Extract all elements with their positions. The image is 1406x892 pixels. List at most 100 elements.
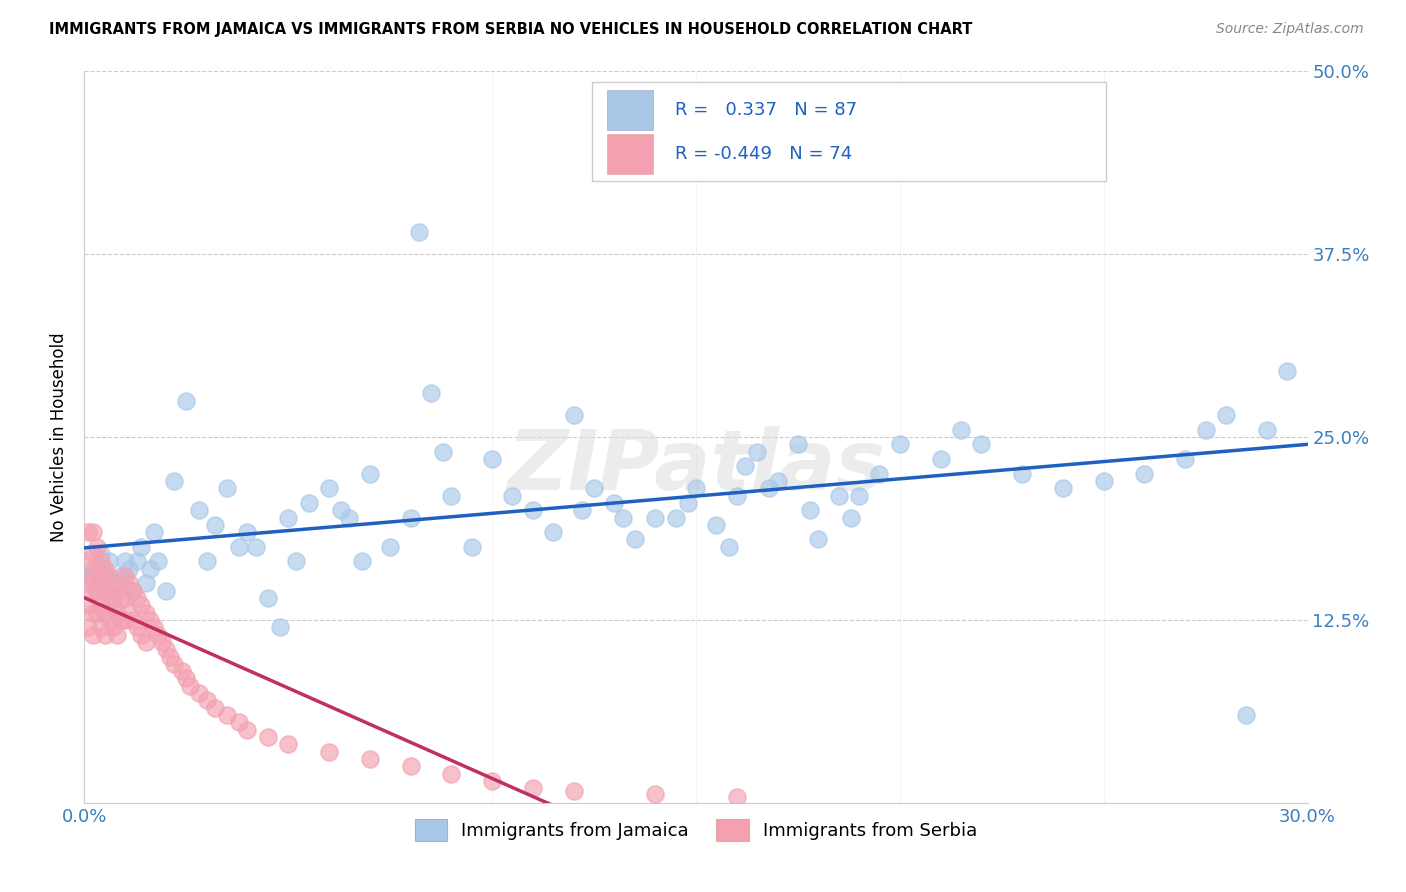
Point <box>603 496 626 510</box>
Point <box>131 599 153 613</box>
Point <box>101 599 124 613</box>
Point <box>82 525 104 540</box>
Point <box>122 583 145 598</box>
Point <box>77 620 100 634</box>
Point <box>135 635 157 649</box>
Point <box>217 708 239 723</box>
Point <box>1011 467 1033 481</box>
Point <box>86 606 108 620</box>
Point <box>1052 481 1074 495</box>
Point <box>1215 408 1237 422</box>
Point <box>97 613 120 627</box>
Point <box>950 423 973 437</box>
Point <box>929 452 952 467</box>
Point <box>644 787 666 801</box>
Point <box>105 606 128 620</box>
Point <box>90 576 112 591</box>
Point <box>869 467 891 481</box>
Point <box>127 620 149 634</box>
Point <box>105 576 128 591</box>
Point <box>725 489 748 503</box>
Point <box>758 481 780 495</box>
Point <box>195 554 218 568</box>
Point <box>245 540 267 554</box>
Point <box>269 620 291 634</box>
Point <box>101 620 124 634</box>
Point <box>562 784 585 798</box>
Point <box>432 444 454 458</box>
Point <box>706 517 728 532</box>
Point <box>1133 467 1156 481</box>
Point <box>82 569 104 583</box>
Point <box>127 591 149 605</box>
Y-axis label: No Vehicles in Household: No Vehicles in Household <box>51 332 69 542</box>
Point <box>204 700 226 714</box>
Point <box>318 745 340 759</box>
Point <box>97 591 120 605</box>
Point <box>93 562 115 576</box>
Point <box>135 606 157 620</box>
Point <box>118 576 141 591</box>
Point <box>90 554 112 568</box>
FancyBboxPatch shape <box>606 90 654 130</box>
Point <box>562 408 585 422</box>
Point <box>93 583 115 598</box>
Point <box>502 489 524 503</box>
Point <box>380 540 402 554</box>
Point <box>807 533 830 547</box>
Point <box>481 773 503 788</box>
Point <box>676 496 699 510</box>
Point <box>583 481 606 495</box>
Point <box>93 569 115 583</box>
Point <box>257 591 280 605</box>
Point <box>146 627 169 641</box>
Point <box>138 562 160 576</box>
Point <box>1236 708 1258 723</box>
Point <box>420 386 443 401</box>
FancyBboxPatch shape <box>606 134 654 174</box>
Point <box>131 540 153 554</box>
Point <box>298 496 321 510</box>
Point <box>90 620 112 634</box>
Point <box>122 613 145 627</box>
Point <box>163 657 186 671</box>
Point <box>799 503 821 517</box>
Point <box>114 554 136 568</box>
Point <box>522 503 544 517</box>
Point <box>101 591 124 605</box>
Point <box>163 474 186 488</box>
Point <box>155 583 177 598</box>
Point <box>118 562 141 576</box>
Point <box>970 437 993 451</box>
Point <box>101 576 124 591</box>
Point <box>187 686 209 700</box>
FancyBboxPatch shape <box>592 82 1105 181</box>
Point <box>399 510 422 524</box>
Point <box>717 540 740 554</box>
Point <box>118 606 141 620</box>
Point <box>665 510 688 524</box>
Point <box>277 510 299 524</box>
Point <box>110 591 132 605</box>
Point <box>787 437 810 451</box>
Point <box>766 474 789 488</box>
Point <box>122 583 145 598</box>
Point <box>461 540 484 554</box>
Point <box>889 437 911 451</box>
Point <box>204 517 226 532</box>
Point <box>848 489 870 503</box>
Point <box>839 510 862 524</box>
Point <box>110 569 132 583</box>
Point <box>228 540 250 554</box>
Point <box>150 635 173 649</box>
Point <box>318 481 340 495</box>
Point <box>82 627 104 641</box>
Point <box>828 489 851 503</box>
Point <box>82 547 104 561</box>
Point <box>86 583 108 598</box>
Point <box>114 613 136 627</box>
Point <box>86 562 108 576</box>
Point <box>236 525 259 540</box>
Point <box>179 679 201 693</box>
Point <box>135 576 157 591</box>
